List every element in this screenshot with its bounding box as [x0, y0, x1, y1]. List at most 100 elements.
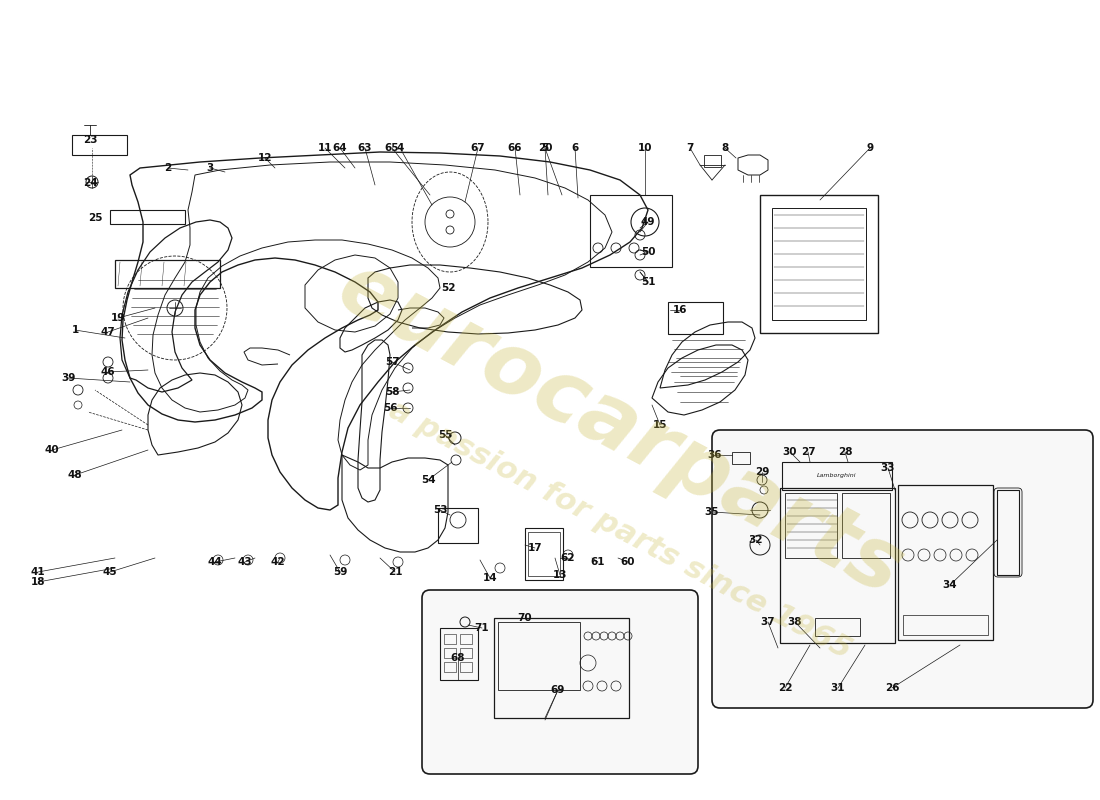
Text: 71: 71	[475, 623, 490, 633]
Text: 55: 55	[438, 430, 452, 440]
Text: 52: 52	[441, 283, 455, 293]
Bar	[590, 195, 672, 267]
Text: 13: 13	[552, 570, 568, 580]
Bar	[444, 634, 456, 644]
Text: 10: 10	[638, 143, 652, 153]
Text: 53: 53	[432, 505, 448, 515]
Text: 17: 17	[528, 543, 542, 553]
Bar	[842, 493, 890, 558]
Text: Lamborghini: Lamborghini	[817, 474, 857, 478]
Text: 16: 16	[673, 305, 688, 315]
Text: 35: 35	[705, 507, 719, 517]
Bar	[440, 628, 478, 680]
Text: 20: 20	[538, 143, 552, 153]
Text: 50: 50	[640, 247, 656, 257]
Bar	[528, 532, 560, 576]
Text: 31: 31	[830, 683, 845, 693]
Text: 59: 59	[333, 567, 348, 577]
Text: 54: 54	[420, 475, 436, 485]
Text: 41: 41	[31, 567, 45, 577]
Text: 32: 32	[749, 535, 763, 545]
Text: 46: 46	[101, 367, 116, 377]
Bar	[780, 488, 895, 643]
Text: 7: 7	[686, 143, 694, 153]
Text: 62: 62	[561, 553, 575, 563]
FancyBboxPatch shape	[712, 430, 1093, 708]
Text: 34: 34	[943, 580, 957, 590]
Text: 24: 24	[82, 178, 97, 188]
Text: 15: 15	[652, 420, 668, 430]
Bar	[772, 208, 866, 320]
Text: 21: 21	[387, 567, 403, 577]
Bar	[494, 618, 629, 718]
Text: 5: 5	[541, 143, 549, 153]
Text: 30: 30	[783, 447, 798, 457]
Text: 28: 28	[838, 447, 853, 457]
Text: 70: 70	[518, 613, 532, 623]
Text: 3: 3	[207, 163, 213, 173]
Text: a passion for parts since 1965: a passion for parts since 1965	[384, 395, 856, 665]
Bar	[997, 490, 1019, 575]
Text: 37: 37	[761, 617, 776, 627]
Text: 4: 4	[396, 143, 404, 153]
Text: 67: 67	[471, 143, 485, 153]
Bar	[782, 462, 892, 490]
Text: 61: 61	[591, 557, 605, 567]
Bar	[525, 528, 563, 580]
Bar	[498, 622, 580, 690]
Text: 33: 33	[881, 463, 895, 473]
Bar	[444, 662, 456, 672]
Text: 26: 26	[884, 683, 900, 693]
Text: 12: 12	[257, 153, 273, 163]
Text: 38: 38	[788, 617, 802, 627]
Text: 42: 42	[271, 557, 285, 567]
Text: 19: 19	[111, 313, 125, 323]
Bar	[444, 648, 456, 658]
Text: 18: 18	[31, 577, 45, 587]
Text: 36: 36	[707, 450, 723, 460]
Text: eurocarparts: eurocarparts	[323, 246, 916, 614]
Bar	[760, 195, 878, 333]
Bar	[110, 210, 185, 224]
Text: 56: 56	[383, 403, 397, 413]
Text: 40: 40	[45, 445, 59, 455]
Text: 44: 44	[208, 557, 222, 567]
Bar	[898, 485, 993, 640]
Text: 45: 45	[102, 567, 118, 577]
Bar	[704, 155, 720, 167]
Bar	[732, 452, 750, 464]
Bar	[785, 493, 837, 558]
Text: 1: 1	[72, 325, 78, 335]
Text: 27: 27	[801, 447, 815, 457]
Text: 68: 68	[451, 653, 465, 663]
Text: 60: 60	[620, 557, 636, 567]
Text: 25: 25	[88, 213, 102, 223]
Bar	[460, 662, 472, 672]
Text: 64: 64	[332, 143, 348, 153]
Text: 23: 23	[82, 135, 97, 145]
Bar	[116, 260, 220, 288]
Text: 2: 2	[164, 163, 172, 173]
Bar	[460, 634, 472, 644]
Bar	[438, 508, 478, 543]
Text: 39: 39	[60, 373, 75, 383]
Text: 63: 63	[358, 143, 372, 153]
Text: 9: 9	[867, 143, 873, 153]
Bar	[668, 302, 723, 334]
Text: 29: 29	[755, 467, 769, 477]
Text: 58: 58	[385, 387, 399, 397]
Text: 14: 14	[483, 573, 497, 583]
Text: 8: 8	[722, 143, 728, 153]
Text: 51: 51	[640, 277, 656, 287]
Text: 48: 48	[68, 470, 82, 480]
Text: 6: 6	[571, 143, 579, 153]
FancyBboxPatch shape	[422, 590, 698, 774]
Bar	[903, 615, 988, 635]
Text: 69: 69	[551, 685, 565, 695]
Text: 66: 66	[508, 143, 522, 153]
Text: 65: 65	[385, 143, 399, 153]
Text: 57: 57	[385, 357, 399, 367]
Bar	[72, 135, 126, 155]
Text: 22: 22	[778, 683, 792, 693]
Bar	[460, 648, 472, 658]
